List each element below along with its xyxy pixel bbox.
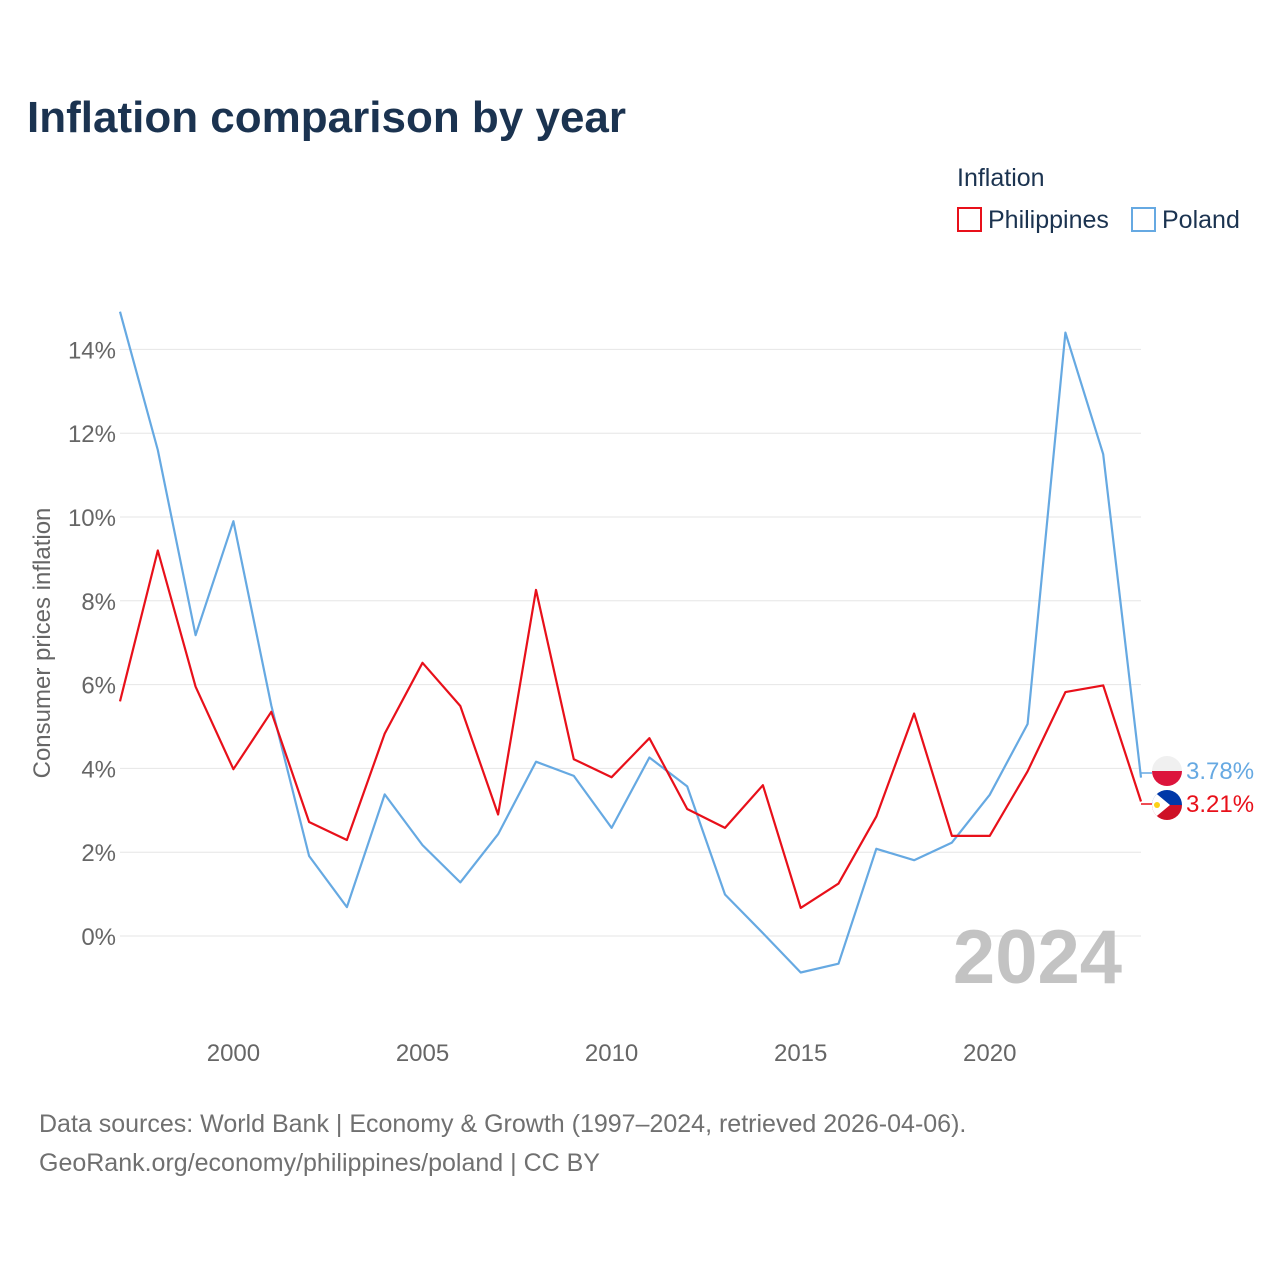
legend-label-philippines[interactable]: Philippines bbox=[988, 206, 1109, 234]
legend-swatch-philippines[interactable] bbox=[957, 207, 982, 232]
x-tick-label: 2000 bbox=[207, 1040, 260, 1067]
y-axis-ticks: 0% 2% 4% 6% 8% 10% 12% 14% bbox=[68, 337, 116, 951]
series-lines bbox=[118, 311, 1143, 974]
end-markers: 3.78% 3.21% bbox=[1141, 756, 1254, 820]
chart-title: Inflation comparison by year bbox=[27, 93, 626, 142]
legend: Inflation Philippines Poland bbox=[957, 164, 1240, 234]
y-tick-label: 12% bbox=[68, 421, 116, 448]
x-tick-label: 2010 bbox=[585, 1040, 638, 1067]
x-tick-label: 2015 bbox=[774, 1040, 827, 1067]
legend-swatch-poland[interactable] bbox=[1131, 207, 1156, 232]
x-tick-label: 2020 bbox=[963, 1040, 1016, 1067]
series-line-poland[interactable] bbox=[118, 311, 1143, 974]
source-line-2: GeoRank.org/economy/philippines/poland |… bbox=[39, 1149, 600, 1177]
x-axis-ticks: 2000 2005 2010 2015 2020 bbox=[207, 1040, 1017, 1067]
y-tick-label: 14% bbox=[68, 337, 116, 364]
poland-flag-icon bbox=[1152, 756, 1182, 786]
y-axis-label: Consumer prices inflation bbox=[29, 508, 56, 779]
philippines-flag-icon bbox=[1152, 790, 1182, 820]
x-tick-label: 2005 bbox=[396, 1040, 449, 1067]
y-tick-label: 10% bbox=[68, 505, 116, 532]
y-tick-label: 2% bbox=[81, 840, 116, 867]
y-tick-label: 0% bbox=[81, 924, 116, 951]
y-tick-label: 8% bbox=[81, 589, 116, 616]
gridlines bbox=[120, 348, 1141, 937]
poland-end-label: 3.78% bbox=[1186, 758, 1254, 785]
source-line-1: Data sources: World Bank | Economy & Gro… bbox=[39, 1110, 966, 1138]
philippines-end-label: 3.21% bbox=[1186, 791, 1254, 818]
legend-title: Inflation bbox=[957, 164, 1045, 192]
y-tick-label: 6% bbox=[81, 673, 116, 700]
legend-label-poland[interactable]: Poland bbox=[1162, 206, 1240, 234]
year-watermark: 2024 bbox=[953, 915, 1122, 1000]
series-line-philippines[interactable] bbox=[118, 549, 1143, 910]
y-tick-label: 4% bbox=[81, 756, 116, 783]
